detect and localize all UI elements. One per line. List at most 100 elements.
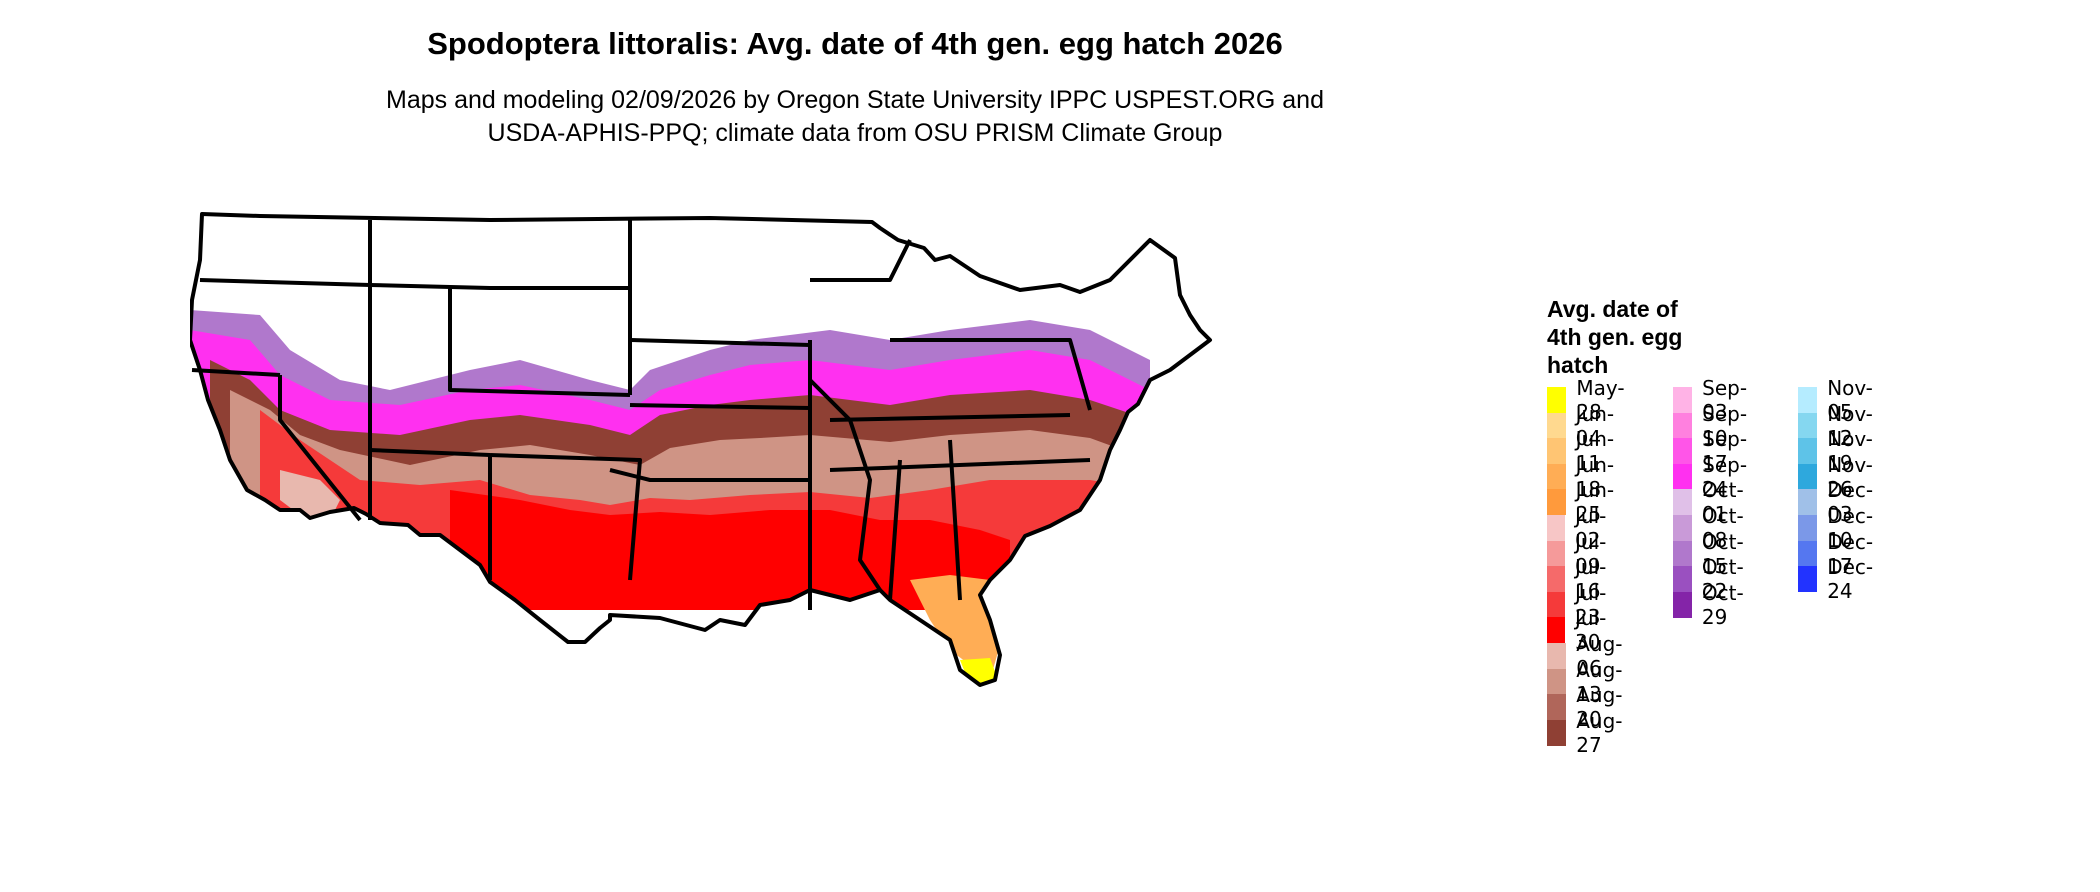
legend-item: Oct-22 xyxy=(1673,555,1751,603)
zone-jul-30 xyxy=(450,490,1010,610)
legend-swatch xyxy=(1673,387,1693,413)
legend-label: Dec-17 xyxy=(1827,529,1874,578)
us-map xyxy=(190,212,1212,687)
legend-item: Oct-29 xyxy=(1673,581,1751,629)
legend-label: Jul-09 xyxy=(1575,529,1607,578)
legend-item: Sep-03 xyxy=(1673,376,1754,424)
legend-swatch xyxy=(1673,515,1692,541)
legend-item: Nov-26 xyxy=(1798,453,1880,501)
legend-item: Nov-12 xyxy=(1798,402,1880,450)
border-tx-ok xyxy=(609,468,810,482)
legend-swatch xyxy=(1798,540,1818,567)
legend-label: Nov-05 xyxy=(1827,376,1873,424)
legend-label: Dec-24 xyxy=(1827,555,1874,604)
legend-label: Sep-10 xyxy=(1702,401,1748,450)
legend-swatch xyxy=(1798,489,1818,516)
legend-swatch xyxy=(1673,566,1692,593)
legend-item: Dec-03 xyxy=(1798,478,1880,526)
border-nm-tx xyxy=(489,453,642,581)
legend-swatch xyxy=(1798,515,1818,541)
legend-label: Oct-08 xyxy=(1701,504,1744,552)
map-title: Spodoptera littoralis: Avg. date of 4th … xyxy=(427,26,1283,61)
border-ut-az xyxy=(369,448,491,457)
legend-swatch xyxy=(1547,719,1567,746)
border-ne-ks xyxy=(629,338,811,347)
legend-label: Jul-02 xyxy=(1575,504,1607,552)
legend-label: Sep-03 xyxy=(1702,376,1748,424)
legend-swatch xyxy=(1547,566,1566,593)
legend-title: Avg. date of 4th gen. egg hatch xyxy=(1547,295,1747,379)
state-boundaries xyxy=(190,212,1212,687)
border-mississippi xyxy=(808,378,882,592)
legend-label: Nov-12 xyxy=(1827,401,1873,450)
legend-item: Oct-01 xyxy=(1673,478,1751,526)
legend-label: Jul-23 xyxy=(1575,580,1607,629)
legend-item: Dec-17 xyxy=(1798,530,1880,578)
legend-swatch xyxy=(1547,412,1566,439)
legend-item: Aug-06 xyxy=(1547,632,1629,680)
legend-label: Aug-20 xyxy=(1576,683,1623,732)
legend-label: Oct-29 xyxy=(1701,580,1744,629)
border-mt-wy xyxy=(369,283,630,290)
legend-swatch xyxy=(1547,643,1567,669)
legend-label: Aug-13 xyxy=(1576,657,1623,706)
legend-swatch xyxy=(1547,515,1566,541)
legend-item: May-28 xyxy=(1547,376,1631,424)
legend-swatch xyxy=(1547,438,1566,465)
legend-item: Oct-08 xyxy=(1673,504,1751,552)
legend-swatch xyxy=(1547,540,1566,567)
legend-item: Oct-15 xyxy=(1673,530,1751,578)
legend-swatch xyxy=(1798,412,1818,439)
legend-swatch xyxy=(1547,387,1567,413)
legend-swatch xyxy=(1673,489,1692,516)
legend-swatch xyxy=(1547,489,1566,516)
legend-item: Sep-10 xyxy=(1673,402,1754,450)
legend-item: Aug-27 xyxy=(1547,709,1629,757)
legend-swatch xyxy=(1673,591,1692,618)
legend-label: Jun-18 xyxy=(1575,452,1615,501)
legend-label: Jun-04 xyxy=(1575,401,1615,450)
border-or-ca xyxy=(191,368,281,377)
legend-label: Oct-22 xyxy=(1701,555,1744,604)
legend-label: Dec-03 xyxy=(1827,478,1874,527)
border-ks-ok xyxy=(629,403,811,410)
legend-swatch xyxy=(1547,617,1566,644)
legend-label: Sep-17 xyxy=(1702,427,1748,476)
legend-item: Dec-10 xyxy=(1798,504,1880,552)
legend-label: Jul-30 xyxy=(1575,606,1607,655)
border-ohio xyxy=(890,338,1092,411)
legend-item: Jun-25 xyxy=(1547,478,1621,526)
legend-swatch xyxy=(1547,591,1566,618)
legend-item: Jun-04 xyxy=(1547,402,1621,450)
legend-swatch xyxy=(1798,566,1818,593)
border-wa-or xyxy=(199,278,371,287)
legend-label: Nov-19 xyxy=(1827,427,1873,476)
legend-title-line-2: 4th gen. egg xyxy=(1547,324,1683,350)
legend-swatch xyxy=(1673,438,1693,465)
legend-swatch xyxy=(1673,540,1692,567)
border-wy-co xyxy=(448,288,631,397)
legend-label: May-28 xyxy=(1576,376,1625,424)
legend-item: Sep-24 xyxy=(1673,453,1754,501)
us-outline xyxy=(190,212,1212,687)
legend-label: Oct-01 xyxy=(1701,478,1744,527)
subtitle-line-2: USDA-APHIS-PPQ; climate data from OSU PR… xyxy=(487,119,1223,147)
legend-label: Oct-15 xyxy=(1701,529,1744,578)
zone-aug-06 xyxy=(280,470,340,520)
legend-item: Jul-02 xyxy=(1547,504,1614,552)
legend-label: Jul-16 xyxy=(1575,555,1607,604)
legend-swatch xyxy=(1547,668,1567,695)
legend-label: Aug-27 xyxy=(1576,708,1623,757)
border-ms-al xyxy=(888,459,902,601)
legend-item: Jul-30 xyxy=(1547,606,1614,654)
legend-label: Dec-10 xyxy=(1827,504,1874,552)
legend-item: Aug-13 xyxy=(1547,658,1629,706)
legend-swatch xyxy=(1547,694,1567,721)
legend-label: Nov-26 xyxy=(1827,452,1873,501)
legend-label: Jun-11 xyxy=(1575,427,1615,476)
legend-swatch xyxy=(1673,412,1693,439)
legend-label: Sep-24 xyxy=(1702,452,1748,501)
legend-swatch xyxy=(1798,463,1818,490)
border-tn xyxy=(829,458,1091,472)
legend-label: Jun-25 xyxy=(1575,478,1615,527)
